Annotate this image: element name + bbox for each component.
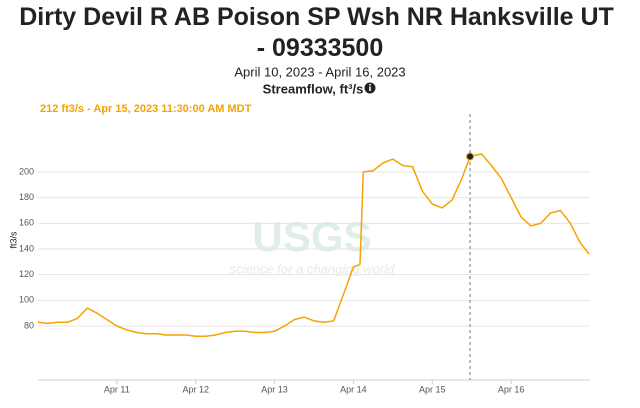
y-tick-label: 160 xyxy=(19,218,34,228)
x-tick-label: Apr 16 xyxy=(498,384,525,394)
y-tick-label: 200 xyxy=(19,166,34,176)
highlight-point xyxy=(466,152,475,161)
x-tick-label: Apr 12 xyxy=(182,384,209,394)
watermark: USGS xyxy=(252,213,371,260)
x-tick-label: Apr 14 xyxy=(340,384,367,394)
grid xyxy=(38,171,590,327)
x-tick-label: Apr 11 xyxy=(104,384,130,394)
chart-subtitle: April 10, 2023 - April 16, 2023 xyxy=(234,64,405,79)
flow-line xyxy=(37,153,590,338)
tooltip-label: 212 ft3/s - Apr 15, 2023 11:30:00 AM MDT xyxy=(40,103,252,115)
y-tick-label: 80 xyxy=(24,320,34,330)
info-icon[interactable] xyxy=(364,82,376,94)
y-tick-label: 180 xyxy=(19,192,34,202)
y-axis-label: ft3/s xyxy=(8,231,18,249)
watermark: science for a changing world xyxy=(230,261,396,276)
axis-title: Streamflow, ft³/s xyxy=(263,81,364,96)
chart-title: Dirty Devil R AB Poison SP Wsh NR Hanksv… xyxy=(19,3,621,62)
y-tick-label: 120 xyxy=(19,269,34,279)
y-tick-label: 100 xyxy=(19,295,34,305)
x-tick-label: Apr 15 xyxy=(419,384,446,394)
y-tick-label: 140 xyxy=(19,243,34,253)
x-tick-label: Apr 13 xyxy=(261,384,288,394)
